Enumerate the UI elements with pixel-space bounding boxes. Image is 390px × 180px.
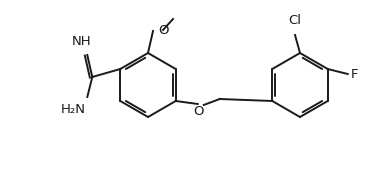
Text: O: O: [158, 24, 168, 37]
Text: F: F: [351, 68, 358, 80]
Text: Cl: Cl: [289, 14, 301, 27]
Text: H₂N: H₂N: [61, 103, 86, 116]
Text: O: O: [193, 105, 204, 118]
Text: NH: NH: [71, 35, 91, 48]
